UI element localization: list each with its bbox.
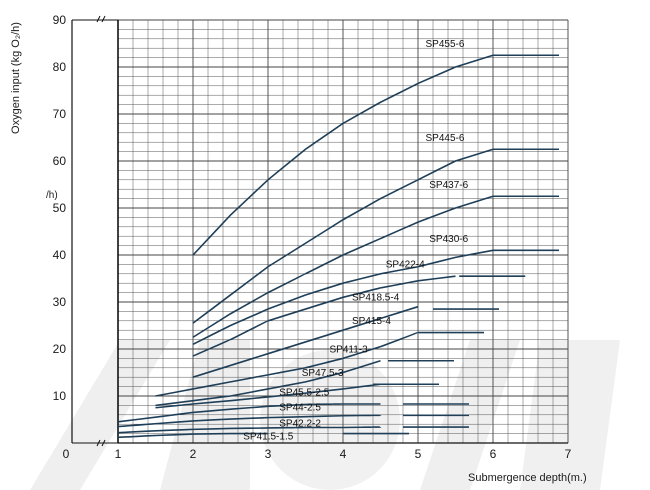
series-label: SP437-6 [429, 180, 468, 191]
series-line [155, 331, 419, 397]
x-tick-label: 3 [265, 447, 272, 461]
x-tick-label: 4 [340, 447, 347, 461]
x-tick-label: 2 [190, 447, 197, 461]
x-axis-title: Submergence depth(m.) [468, 472, 587, 484]
axis-break-top [96, 15, 106, 23]
series-line [155, 383, 381, 409]
series-label: SP47.5-3 [302, 368, 344, 379]
series-label: SP411-3 [330, 344, 369, 355]
y-axis-title: Oxygen input (kg O₂/h) [10, 22, 22, 134]
series-line [192, 148, 494, 324]
y-tick-label: 10 [53, 389, 67, 403]
series-line [117, 432, 268, 439]
series-line [155, 359, 381, 407]
y-tick-label: 20 [53, 342, 67, 356]
x-tick-label: 6 [490, 447, 497, 461]
series-line [192, 195, 494, 338]
series-line [117, 426, 381, 434]
series-label: SP44-2.5 [279, 403, 321, 414]
series-line [117, 403, 381, 423]
x-tick-label: 5 [415, 447, 422, 461]
series-label: SP42.2-2 [279, 419, 321, 430]
series-label: SP455-6 [426, 39, 465, 50]
y-tick-label: 90 [53, 13, 67, 27]
y-tick-label: 60 [53, 154, 67, 168]
series-label: SP430-6 [429, 234, 468, 245]
series-line [192, 275, 456, 357]
x-tick-label: 7 [565, 447, 572, 461]
x-tick-label: 0 [63, 447, 70, 461]
y-tick-label: 30 [53, 295, 67, 309]
y-tick-label: 40 [53, 248, 67, 262]
x-tick-label: 1 [115, 447, 122, 461]
y-axis-unit-fragment: /h) [46, 190, 58, 201]
series-label: SP418.5-4 [352, 293, 400, 304]
series-line [192, 54, 494, 256]
series-label: SP41.5-1.5 [243, 432, 293, 443]
y-tick-label: 70 [53, 107, 67, 121]
series-label: SP445-6 [426, 133, 465, 144]
series-label: SP415-4 [352, 316, 391, 327]
series-line [192, 305, 419, 378]
series-line [117, 414, 381, 428]
series-line [192, 249, 494, 346]
y-tick-label: 50 [53, 201, 67, 215]
series-label: SP45.5-2.5 [279, 388, 329, 399]
series-label: SP422-4 [386, 260, 425, 271]
y-tick-label: 80 [53, 60, 67, 74]
axis-break-bottom [96, 439, 106, 447]
